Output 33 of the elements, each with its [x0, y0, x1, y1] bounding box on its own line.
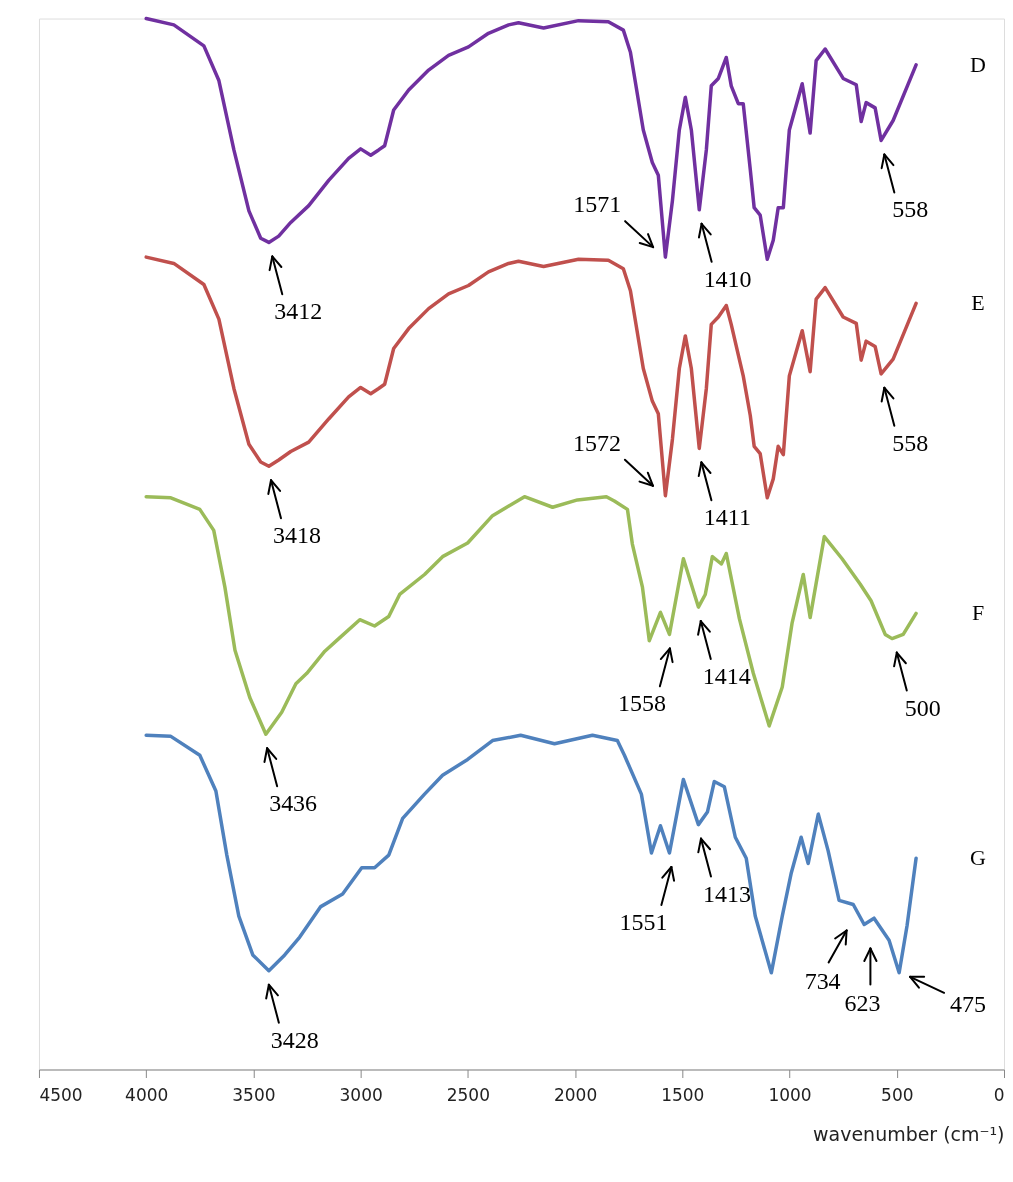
annotation: 1572: [572, 429, 621, 456]
annotation: 558: [892, 196, 929, 223]
annotation: 558: [892, 429, 929, 456]
annotation: 1413: [702, 880, 751, 907]
x-tick-label: 4000: [125, 1084, 169, 1105]
text: D: [970, 51, 986, 77]
text: F: [971, 600, 985, 626]
annotation: 623: [844, 990, 881, 1017]
annotation: 500: [904, 694, 941, 721]
annotation: 3436: [269, 790, 318, 817]
x-tick-label: 3000: [339, 1084, 383, 1105]
annotation: 1410: [703, 265, 752, 292]
annotation: 1558: [617, 690, 666, 717]
x-tick-label: 1500: [661, 1084, 705, 1105]
annotation: 734: [804, 968, 841, 995]
annotation: 475: [950, 990, 987, 1017]
annotation: 3412: [274, 298, 323, 325]
x-tick-label: 4500: [39, 1084, 83, 1105]
text: G: [970, 845, 987, 871]
x-tick-label: 500: [881, 1084, 914, 1105]
annotation: 1411: [703, 504, 751, 531]
x-tick-label: 3500: [232, 1084, 276, 1105]
annotation: 1551: [619, 908, 668, 935]
x-axis-title: wavenumber (cm⁻¹): [813, 1122, 1005, 1145]
x-tick-label: 2500: [446, 1084, 490, 1105]
x-tick-label: 2000: [554, 1084, 598, 1105]
annotation: 1414: [702, 663, 751, 690]
text: E: [971, 290, 985, 316]
annotation: 1571: [573, 191, 622, 218]
annotation: 3428: [270, 1026, 319, 1053]
annotation: 3418: [273, 522, 321, 549]
x-tick-label: 1000: [768, 1084, 812, 1105]
x-tick-label: 0: [993, 1084, 1005, 1105]
